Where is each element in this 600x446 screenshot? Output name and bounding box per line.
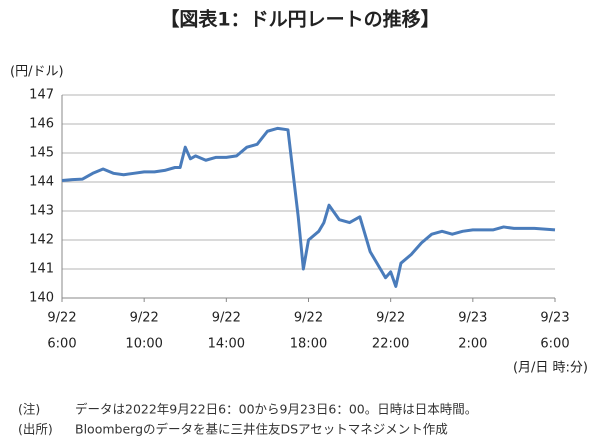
y-tick-label: 142 — [29, 233, 54, 248]
y-axis-label: (円/ドル) — [10, 65, 64, 80]
x-axis-label: (月/日 時:分) — [513, 361, 588, 376]
x-tick-label: 14:00 — [208, 337, 245, 352]
y-tick-label: 140 — [29, 291, 54, 306]
x-tick-label: 9/22 — [130, 311, 159, 326]
x-tick-label: 6:00 — [540, 337, 569, 352]
note-text: データは2022年9月22日6：00から9月23日6：00。日時は日本時間。 — [75, 402, 477, 417]
x-tick-label: 2:00 — [458, 337, 487, 352]
x-tick-label: 9/23 — [540, 311, 569, 326]
source-text: Bloombergのデータを基に三井住友DSアセットマネジメント作成 — [75, 422, 448, 437]
y-tick-label: 141 — [29, 262, 54, 277]
x-tick-label: 18:00 — [290, 337, 327, 352]
y-tick-label: 145 — [29, 146, 54, 161]
chart-title: 【図表1：ドル円レートの推移】 — [160, 8, 439, 31]
x-tick-label: 9/22 — [294, 311, 323, 326]
x-tick-label: 9/23 — [458, 311, 487, 326]
y-tick-label: 146 — [29, 117, 54, 132]
x-tick-label: 6:00 — [47, 337, 76, 352]
y-tick-label: 144 — [29, 175, 54, 190]
y-tick-label: 143 — [29, 204, 54, 219]
x-tick-label: 22:00 — [372, 337, 409, 352]
source-label: (出所) — [18, 422, 53, 437]
data-line — [61, 126, 556, 288]
x-tick-label: 9/22 — [47, 311, 76, 326]
x-tick-label: 10:00 — [125, 337, 162, 352]
x-tick-label: 9/22 — [376, 311, 405, 326]
x-tick-label: 9/22 — [212, 311, 241, 326]
note-label: (注) — [18, 402, 40, 417]
y-tick-label: 147 — [29, 88, 54, 103]
